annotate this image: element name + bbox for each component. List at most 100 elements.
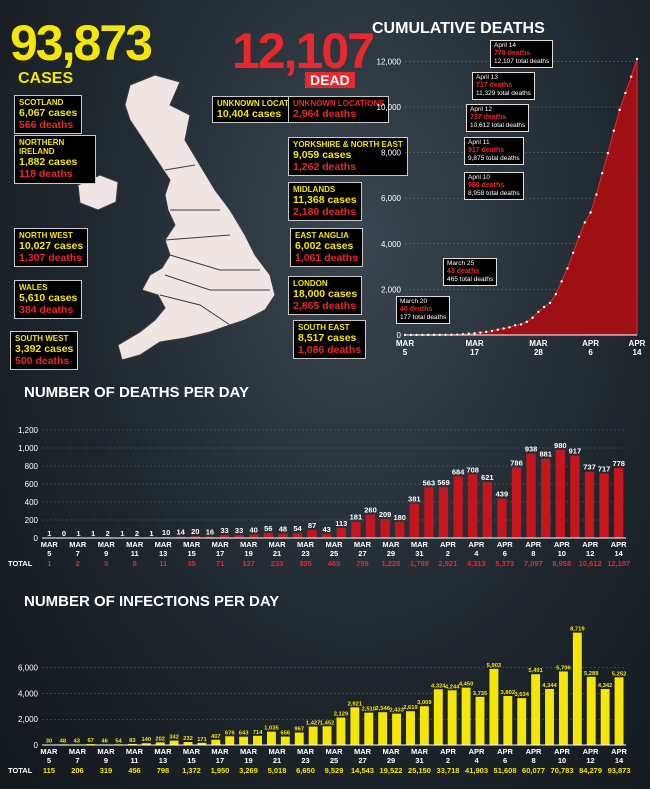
bar-value-label: 5,903 — [487, 663, 502, 669]
x-tick-label: APR — [526, 747, 542, 756]
cumulative-point — [496, 328, 499, 331]
region-deaths: 2,180 deaths — [293, 206, 357, 219]
x-tick-label: 15 — [187, 549, 195, 558]
x-tick-label: 5 — [47, 756, 51, 765]
great-britain-shape — [117, 74, 276, 361]
region-name: SOUTH WEST — [15, 334, 69, 343]
x-tick-label: 6 — [588, 348, 593, 357]
x-tick-label: 27 — [358, 756, 366, 765]
cumulative-point — [612, 129, 615, 132]
region-name: SOUTH EAST — [298, 323, 350, 332]
cumulative-point — [572, 251, 575, 255]
bar — [280, 736, 290, 745]
x-tick-label: 19 — [244, 549, 252, 558]
bar — [447, 690, 457, 745]
x-tick-label: 21 — [273, 756, 281, 765]
bar-value-label: 684 — [452, 467, 465, 476]
y-tick-label: 2,000 — [18, 715, 39, 724]
region-box-wales: WALES 5,610 cases 384 deaths — [14, 280, 83, 320]
x-tick-label: APR — [583, 747, 599, 756]
total-value: 7,097 — [524, 559, 543, 568]
region-name: NORTH WEST — [19, 231, 73, 240]
cumulative-point — [630, 75, 633, 78]
bar-value-label: 569 — [437, 478, 450, 487]
bar — [278, 533, 288, 538]
x-tick-label: 8 — [531, 549, 535, 558]
x-tick-label: MAR — [183, 747, 201, 756]
infections-per-day-title: NUMBER OF INFECTIONS PER DAY — [24, 593, 280, 610]
region-box-yorkshire-north-east: YORKSHIRE & NORTH EAST 9,059 cases 1,262… — [288, 137, 408, 177]
bar-value-label: 180 — [393, 513, 406, 522]
annotation-april-14: April 14 778 deaths 12,107 total deaths — [490, 40, 554, 68]
bar-value-label: 407 — [211, 734, 221, 740]
bar — [570, 455, 580, 538]
x-tick-label: 14 — [615, 549, 624, 558]
x-tick-label: 11 — [131, 549, 139, 558]
total-value: 70,783 — [551, 766, 574, 775]
x-tick-label: APR — [611, 540, 627, 549]
bar-value-label: 3,735 — [473, 691, 488, 697]
bar — [526, 453, 536, 538]
x-tick-label: APR — [497, 747, 513, 756]
bar-value-label: 4,342 — [598, 683, 613, 689]
region-box-london: LONDON 18,000 cases 2,865 deaths — [288, 276, 363, 316]
bar — [205, 536, 215, 538]
cumulative-point — [519, 323, 523, 326]
total-value: 6,650 — [296, 766, 315, 775]
bar-value-label: 342 — [169, 735, 179, 741]
bar — [392, 713, 402, 745]
bar-value-label: 1 — [76, 529, 80, 538]
x-tick-label: MAR — [325, 747, 343, 756]
bar-value-label: 3,009 — [417, 700, 432, 706]
bar-value-label: 232 — [183, 736, 193, 742]
total-value: 1,789 — [410, 559, 429, 568]
cumulative-point — [490, 329, 494, 333]
bar — [294, 732, 304, 745]
x-tick-label: 6 — [503, 756, 507, 765]
bar-value-label: 14 — [177, 528, 186, 537]
x-tick-label: 4 — [474, 549, 479, 558]
bar-value-label: 643 — [239, 731, 249, 737]
cumulative-point — [514, 324, 517, 327]
cumulative-point — [589, 211, 592, 214]
x-tick-label: MAR — [155, 540, 173, 549]
region-box-east-anglia: EAST ANGLIA 6,002 cases 1,061 deaths — [290, 228, 364, 268]
y-tick-label: 4,000 — [18, 689, 39, 698]
bar — [558, 671, 568, 745]
x-tick-label: 13 — [159, 549, 167, 558]
region-deaths: 2,865 deaths — [293, 300, 357, 313]
bar — [307, 530, 317, 538]
bar-value-label: 676 — [225, 730, 235, 736]
annotation-april-10: April 10 980 deaths 8,958 total deaths — [464, 172, 524, 200]
annotation-date: April 12 — [470, 106, 493, 113]
total-value: 84,279 — [579, 766, 602, 775]
bar — [586, 676, 596, 745]
bar-value-label: 33 — [220, 526, 228, 535]
bar — [322, 726, 332, 745]
annotation-deaths: 778 deaths — [494, 49, 531, 57]
cumulative-point — [595, 193, 598, 196]
bar-value-label: 1 — [120, 529, 124, 538]
x-tick-label: 7 — [75, 756, 79, 765]
total-value: 4,313 — [467, 559, 486, 568]
cumulative-point — [606, 151, 610, 155]
region-box-south-west: SOUTH WEST 3,392 cases 500 deaths — [10, 331, 79, 371]
y-tick-label: 8,000 — [381, 149, 402, 158]
bar-value-label: 56 — [264, 524, 272, 533]
x-tick-label: MAR — [465, 339, 483, 348]
bar-value-label: 2,129 — [334, 712, 349, 718]
bar — [424, 487, 434, 538]
cumulative-point — [508, 326, 511, 329]
x-tick-label: 31 — [415, 549, 423, 558]
bar-value-label: 33 — [235, 526, 243, 535]
bar-value-label: 30 — [46, 739, 52, 745]
cumulative-point — [554, 293, 557, 296]
annotation-date: March 20 — [400, 298, 428, 305]
bar — [263, 532, 273, 538]
bar — [614, 677, 624, 745]
total-cases-number: 93,873 — [10, 15, 153, 71]
bar-value-label: 16 — [206, 528, 214, 537]
x-tick-label: 27 — [358, 549, 366, 558]
bar-value-label: 67 — [87, 738, 93, 744]
bar-value-label: 714 — [253, 730, 263, 736]
